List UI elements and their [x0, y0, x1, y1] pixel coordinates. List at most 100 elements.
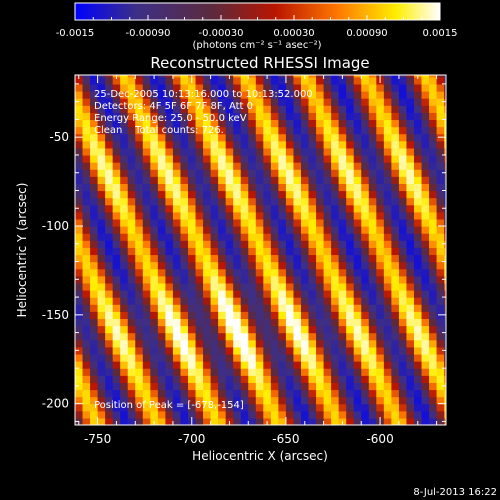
- heatmap-cell: [75, 382, 84, 391]
- heatmap-cell: [323, 233, 332, 241]
- heatmap-cell: [436, 76, 445, 85]
- heatmap-cell: [127, 240, 136, 248]
- heatmap-cell: [233, 147, 242, 156]
- heatmap-cell: [331, 147, 340, 156]
- heatmap-cell: [391, 90, 400, 99]
- heatmap-cell: [112, 126, 121, 135]
- heatmap-cell: [293, 140, 302, 149]
- heatmap-cell: [180, 403, 189, 412]
- heatmap-cell: [157, 98, 166, 106]
- heatmap-cell: [225, 233, 234, 241]
- heatmap-cell: [195, 325, 204, 334]
- heatmap-cell: [346, 126, 355, 135]
- heatmap-cell: [218, 389, 227, 398]
- heatmap-cell: [97, 240, 106, 248]
- heatmap-cell: [240, 318, 249, 327]
- heatmap-cell: [240, 90, 249, 99]
- heatmap-cell: [376, 140, 385, 149]
- heatmap-cell: [225, 126, 234, 135]
- heatmap-cell: [353, 169, 362, 177]
- heatmap-cell: [323, 382, 332, 391]
- heatmap-cell: [376, 403, 385, 412]
- heatmap-cell: [285, 382, 295, 391]
- heatmap-cell: [361, 268, 370, 277]
- heatmap-cell: [270, 268, 279, 277]
- heatmap-cell: [338, 90, 347, 99]
- heatmap-cell: [353, 197, 362, 206]
- heatmap-cell: [180, 389, 189, 398]
- heatmap-cell: [413, 105, 423, 113]
- heatmap-cell: [406, 261, 415, 270]
- heatmap-cell: [157, 403, 166, 412]
- heatmap-cell: [82, 254, 91, 263]
- heatmap-cell: [150, 275, 159, 284]
- heatmap-cell: [97, 190, 106, 199]
- heatmap-cell: [406, 332, 415, 341]
- heatmap-cell: [150, 190, 159, 199]
- heatmap-cell: [338, 339, 347, 348]
- heatmap-cell: [285, 98, 295, 106]
- heatmap-cell: [383, 105, 392, 113]
- heatmap-cell: [429, 240, 438, 248]
- heatmap-cell: [270, 361, 279, 369]
- heatmap-cell: [75, 126, 84, 135]
- heatmap-cell: [368, 311, 377, 319]
- heatmap-cell: [413, 339, 423, 348]
- heatmap-cell: [120, 389, 129, 398]
- heatmap-cell: [285, 83, 295, 92]
- heatmap-cell: [82, 311, 91, 319]
- heatmap-cell: [172, 98, 182, 106]
- heatmap-cell: [157, 282, 166, 291]
- heatmap-cell: [142, 211, 151, 220]
- heatmap-cell: [120, 90, 129, 99]
- heatmap-cell: [406, 318, 415, 327]
- heatmap-cell: [112, 268, 121, 277]
- heatmap-cell: [75, 233, 84, 241]
- heatmap-cell: [195, 226, 204, 234]
- heatmap-cell: [278, 90, 287, 99]
- heatmap-cell: [105, 147, 114, 156]
- heatmap-cell: [316, 233, 325, 241]
- heatmap-cell: [210, 240, 219, 248]
- colorbar-tick-label: 0.00090: [346, 28, 387, 39]
- heatmap-cell: [300, 126, 310, 135]
- heatmap-cell: [82, 410, 91, 419]
- heatmap-cell: [293, 389, 302, 398]
- heatmap-cell: [82, 211, 91, 220]
- heatmap-cell: [444, 304, 446, 312]
- axis-ticks: -750 -700 -650 -600-50-100-150-200: [42, 75, 446, 446]
- heatmap-cell: [353, 140, 362, 149]
- heatmap-cell: [300, 403, 310, 412]
- heatmap-cell: [172, 375, 182, 383]
- heatmap-cell: [353, 75, 362, 78]
- heatmap-cell: [391, 190, 400, 199]
- heatmap-cell: [436, 98, 445, 106]
- heatmap-cell: [150, 346, 159, 355]
- heatmap-cell: [97, 353, 106, 362]
- heatmap-cell: [165, 289, 174, 298]
- heatmap-cell: [413, 218, 423, 227]
- heatmap-cell: [413, 126, 423, 135]
- heatmap-cell: [331, 275, 340, 284]
- heatmap-cell: [82, 105, 91, 113]
- heatmap-cell: [120, 233, 129, 241]
- heatmap-cell: [270, 218, 279, 227]
- x-tick-label: -650: [272, 432, 299, 446]
- heatmap-cell: [285, 282, 295, 291]
- heatmap-cell: [436, 332, 445, 341]
- heatmap-cell: [97, 126, 106, 135]
- heatmap-cell: [97, 183, 106, 192]
- heatmap-cell: [142, 218, 151, 227]
- heatmap-cell: [361, 339, 370, 348]
- heatmap-cell: [278, 162, 287, 170]
- heatmap-cell: [248, 297, 257, 305]
- heatmap-cell: [338, 183, 347, 192]
- heatmap-cell: [300, 105, 310, 113]
- heatmap-cell: [90, 98, 99, 106]
- heatmap-cell: [376, 339, 385, 348]
- heatmap-cell: [270, 98, 279, 106]
- heatmap-cell: [233, 240, 242, 248]
- heatmap-cell: [413, 268, 423, 277]
- heatmap-cell: [255, 275, 264, 284]
- heatmap-cell: [135, 311, 144, 319]
